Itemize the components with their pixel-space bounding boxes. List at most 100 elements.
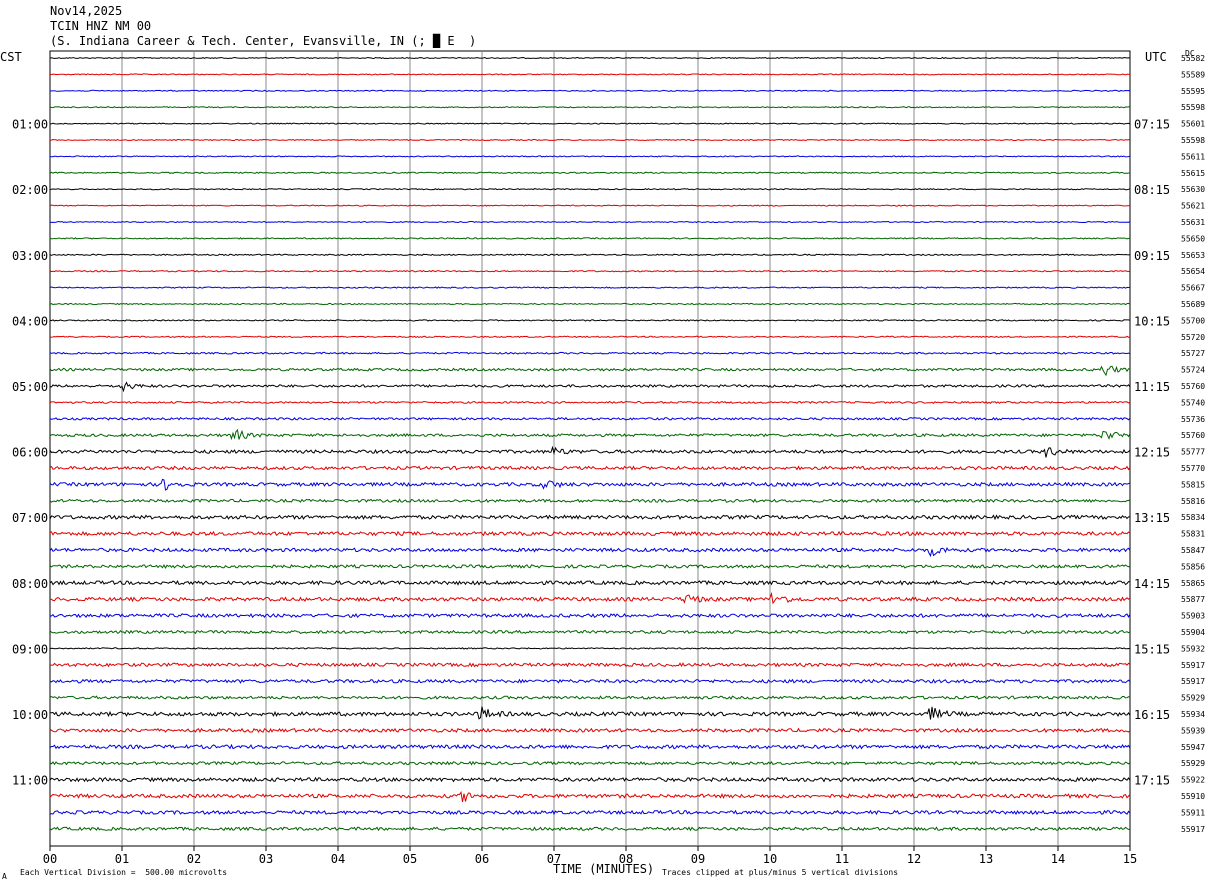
trace-line xyxy=(49,826,1131,832)
dc-label: DC xyxy=(1185,49,1195,58)
trace-line xyxy=(49,286,1131,289)
trace-line xyxy=(49,335,1131,339)
utc-time-label: 09:15 xyxy=(1134,249,1170,263)
trace-line xyxy=(49,188,1131,191)
trace-line xyxy=(49,579,1131,586)
trace-line xyxy=(49,204,1131,207)
x-tick-label: 04 xyxy=(331,852,345,866)
trace-dc-value: 55934 xyxy=(1181,710,1205,719)
trace-dc-value: 55727 xyxy=(1181,349,1205,358)
trace-dc-value: 55932 xyxy=(1181,644,1205,653)
trace-dc-value: 55582 xyxy=(1181,54,1205,63)
trace-line xyxy=(49,319,1131,322)
trace-dc-value: 55910 xyxy=(1181,792,1205,801)
cst-time-label: 08:00 xyxy=(12,577,48,591)
utc-time-label: 16:15 xyxy=(1134,708,1170,722)
trace-line xyxy=(49,171,1130,175)
x-tick-label: 14 xyxy=(1051,852,1065,866)
cst-time-label: 06:00 xyxy=(12,446,48,460)
trace-line xyxy=(49,381,1131,393)
trace-line xyxy=(49,351,1131,355)
utc-time-label: 15:15 xyxy=(1134,642,1170,656)
trace-line xyxy=(49,428,1131,441)
x-tick-label: 07 xyxy=(547,852,561,866)
trace-line xyxy=(49,498,1131,504)
trace-dc-value: 55631 xyxy=(1181,218,1205,227)
trace-line xyxy=(49,400,1131,404)
trace-dc-value: 55601 xyxy=(1181,120,1205,129)
trace-line xyxy=(49,563,1131,569)
utc-axis-label: UTC xyxy=(1145,50,1167,64)
station-code: TCIN HNZ NM 00 xyxy=(50,19,152,33)
trace-dc-value: 55877 xyxy=(1181,595,1205,604)
cst-time-label: 03:00 xyxy=(12,249,48,263)
trace-dc-value: 55650 xyxy=(1181,234,1205,243)
trace-dc-value: 55667 xyxy=(1181,284,1205,293)
trace-dc-value: 55615 xyxy=(1181,169,1205,178)
trace-dc-value: 55865 xyxy=(1181,579,1205,588)
trace-line xyxy=(49,530,1131,537)
cst-time-label: 10:00 xyxy=(12,708,48,722)
trace-line xyxy=(49,253,1131,256)
trace-dc-value: 55740 xyxy=(1181,398,1205,407)
trace-dc-value: 55760 xyxy=(1181,431,1205,440)
cst-time-label: 05:00 xyxy=(12,380,48,394)
trace-line xyxy=(49,809,1131,816)
trace-line xyxy=(49,776,1131,783)
cst-time-label: 11:00 xyxy=(12,774,48,788)
x-tick-label: 12 xyxy=(907,852,921,866)
trace-line xyxy=(49,445,1131,458)
trace-line xyxy=(49,612,1131,619)
trace-dc-value: 55929 xyxy=(1181,694,1205,703)
plot-frame xyxy=(49,50,1131,847)
trace-line xyxy=(49,269,1131,273)
cst-time-label: 04:00 xyxy=(12,314,48,328)
trace-dc-value: 55736 xyxy=(1181,415,1205,424)
trace-line xyxy=(49,237,1131,240)
cst-time-label: 07:00 xyxy=(12,511,48,525)
trace-line xyxy=(49,547,1131,558)
utc-time-label: 17:15 xyxy=(1134,774,1170,788)
plot-date: Nov14,2025 xyxy=(50,4,123,18)
utc-time-label: 13:15 xyxy=(1134,511,1170,525)
trace-dc-value: 55689 xyxy=(1181,300,1205,309)
trace-line xyxy=(49,629,1131,635)
trace-line xyxy=(49,122,1131,125)
trace-dc-value: 55917 xyxy=(1181,661,1205,670)
trace-dc-value: 55847 xyxy=(1181,546,1205,555)
x-tick-label: 13 xyxy=(979,852,993,866)
trace-dc-value: 55598 xyxy=(1181,103,1205,112)
utc-time-label: 08:15 xyxy=(1134,183,1170,197)
x-axis-label: TIME (MINUTES) xyxy=(553,862,655,876)
trace-line xyxy=(50,662,1131,668)
trace-dc-value: 55939 xyxy=(1181,726,1205,735)
trace-line xyxy=(49,647,1131,650)
trace-dc-value: 55760 xyxy=(1181,382,1205,391)
x-tick-label: 02 xyxy=(187,852,201,866)
trace-dc-value: 55831 xyxy=(1181,530,1205,539)
trace-line xyxy=(49,727,1131,734)
trace-line xyxy=(49,514,1131,521)
trace-dc-value: 55947 xyxy=(1181,743,1205,752)
trace-line xyxy=(49,678,1131,684)
trace-dc-value: 55917 xyxy=(1181,825,1205,834)
trace-line xyxy=(49,760,1131,766)
utc-time-label: 07:15 xyxy=(1134,118,1170,132)
x-tick-label: 09 xyxy=(691,852,705,866)
trace-line xyxy=(49,365,1131,377)
trace-dc-value: 55816 xyxy=(1181,497,1205,506)
trace-dc-value: 55595 xyxy=(1181,87,1205,96)
trace-dc-value: 55598 xyxy=(1181,136,1205,145)
x-tick-label: 03 xyxy=(259,852,273,866)
trace-line xyxy=(49,706,1131,720)
cst-time-label: 02:00 xyxy=(12,183,48,197)
trace-dc-value: 55834 xyxy=(1181,513,1205,522)
trace-line xyxy=(49,220,1131,224)
trace-line xyxy=(49,478,1131,491)
utc-time-label: 10:15 xyxy=(1134,314,1170,328)
trace-line xyxy=(49,465,1131,471)
trace-line xyxy=(49,743,1131,750)
x-tick-label: 06 xyxy=(475,852,489,866)
x-tick-label: 11 xyxy=(835,852,849,866)
